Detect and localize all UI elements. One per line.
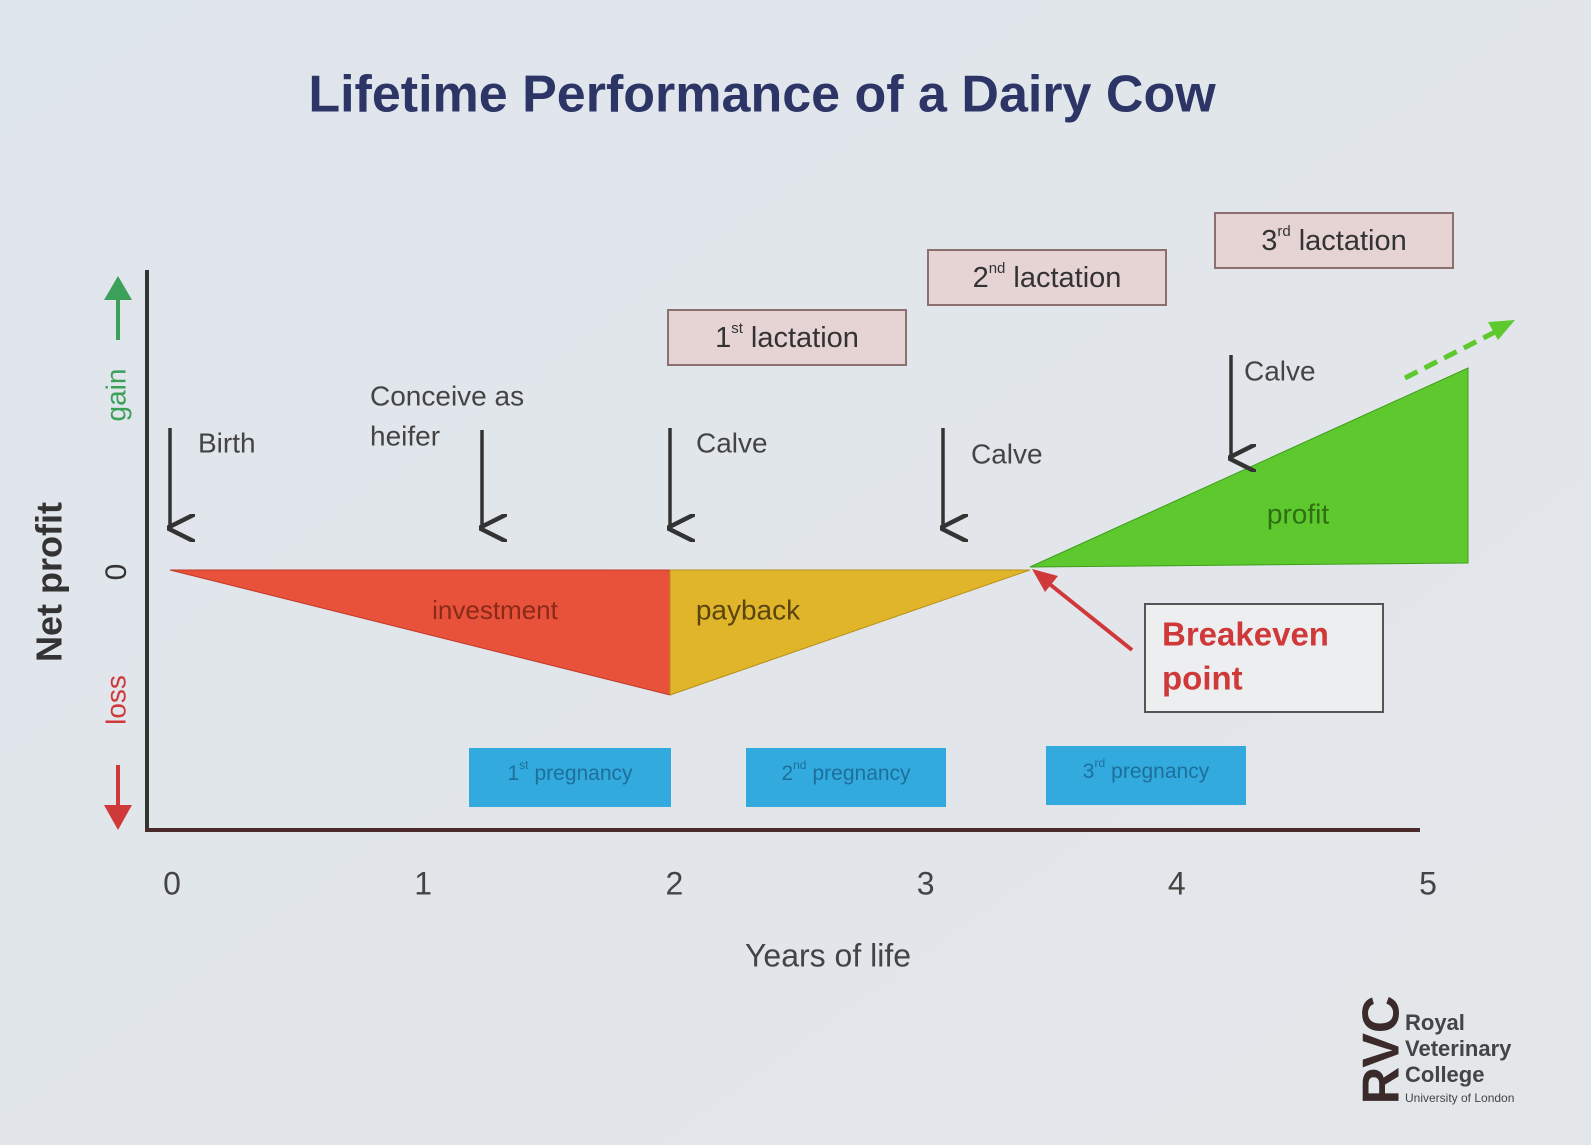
event-label: Calve	[696, 427, 768, 458]
logo-text: Veterinary	[1405, 1036, 1512, 1061]
zero-label: 0	[100, 564, 133, 581]
loss-label: loss	[100, 675, 131, 725]
event-label: Calve	[1244, 355, 1316, 386]
title: Lifetime Performance of a Dairy Cow	[308, 66, 1216, 124]
logo-mark: RVC	[1353, 996, 1411, 1105]
event-label: Birth	[198, 427, 256, 458]
slide: Lifetime Performance of a Dairy Cow inve…	[0, 0, 1591, 1145]
breakeven-label: Breakeven	[1162, 616, 1329, 653]
logo-text: University of London	[1405, 1091, 1514, 1105]
x-tick-label: 0	[163, 865, 181, 901]
breakeven-label: point	[1162, 660, 1243, 697]
x-tick-label: 1	[414, 865, 432, 901]
x-axis-label: Years of life	[745, 937, 911, 973]
gain-label: gain	[100, 369, 131, 422]
event-label: Conceive as	[370, 380, 524, 411]
x-tick-label: 4	[1168, 865, 1186, 901]
event-label: Calve	[971, 438, 1043, 469]
region-label: payback	[696, 594, 801, 625]
x-tick-label: 5	[1419, 865, 1437, 901]
region-label: investment	[432, 595, 558, 625]
logo-text: College	[1405, 1062, 1484, 1087]
x-tick-label: 3	[917, 865, 935, 901]
logo-text: Royal	[1405, 1010, 1465, 1035]
x-tick-label: 2	[666, 865, 684, 901]
region-label: profit	[1267, 498, 1329, 529]
y-axis-label: Net profit	[29, 502, 70, 662]
page: Lifetime Performance of a Dairy Cow inve…	[0, 0, 1591, 1145]
event-label: heifer	[370, 420, 440, 451]
